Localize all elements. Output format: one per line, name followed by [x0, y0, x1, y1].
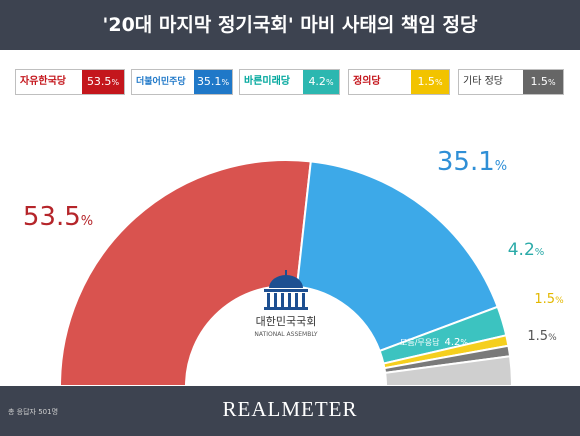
chart-segments [58, 159, 514, 386]
legend-value: 1.5% [411, 70, 449, 94]
brand-logo: REALMETER [222, 397, 358, 421]
segment-label-no-answer: 모름/무응답 4.2% [400, 337, 468, 348]
legend-label: 정의당 [353, 76, 381, 87]
legend-label: 기타 정당 [463, 76, 503, 87]
chart-segment-5 [384, 355, 514, 386]
legend-item-democratic: 더불어민주당 35.1% [131, 69, 233, 95]
segment-label-others: 1.5% [527, 329, 557, 344]
segment-label-bareunmirae: 4.2% [508, 240, 545, 260]
legend-label: 자유한국당 [20, 76, 66, 87]
chart-segment-0 [58, 159, 312, 386]
segment-label-liberty-korea: 53.5% [23, 202, 93, 232]
footer-bar: 총 응답자 501명 REALMETER [0, 386, 580, 436]
page-title: '20대 마지막 정기국회' 마비 사태의 책임 정당 [102, 14, 478, 36]
legend-value: 35.1% [194, 70, 232, 94]
center-logo-english: NATIONAL ASSEMBLY [254, 331, 317, 338]
legend-value: 4.2% [303, 70, 339, 94]
center-logo-korean: 대한민국국회 [256, 315, 317, 328]
legend-label: 바른미래당 [244, 76, 290, 87]
semicircle-donut-chart: 대한민국국회 NATIONAL ASSEMBLY 53.5% 35.1% 4.2… [23, 147, 564, 386]
legend-label: 더불어민주당 [136, 77, 186, 87]
respondents-note: 총 응답자 501명 [8, 408, 59, 416]
segment-label-democratic: 35.1% [437, 147, 507, 177]
segment-label-justice: 1.5% [534, 292, 564, 307]
header-bar: '20대 마지막 정기국회' 마비 사태의 책임 정당 [0, 0, 580, 50]
legend: 자유한국당 53.5% 더불어민주당 35.1% 바른미래당 4.2% 정의당 … [0, 69, 580, 95]
chart-segment-1 [295, 160, 499, 353]
national-assembly-dome-icon [264, 270, 308, 310]
legend-item-liberty-korea: 자유한국당 53.5% [15, 69, 125, 95]
legend-item-others: 기타 정당 1.5% [458, 69, 564, 95]
legend-value: 1.5% [523, 70, 563, 94]
legend-value: 53.5% [82, 70, 124, 94]
legend-item-bareunmirae: 바른미래당 4.2% [239, 69, 340, 95]
legend-item-justice: 정의당 1.5% [348, 69, 450, 95]
